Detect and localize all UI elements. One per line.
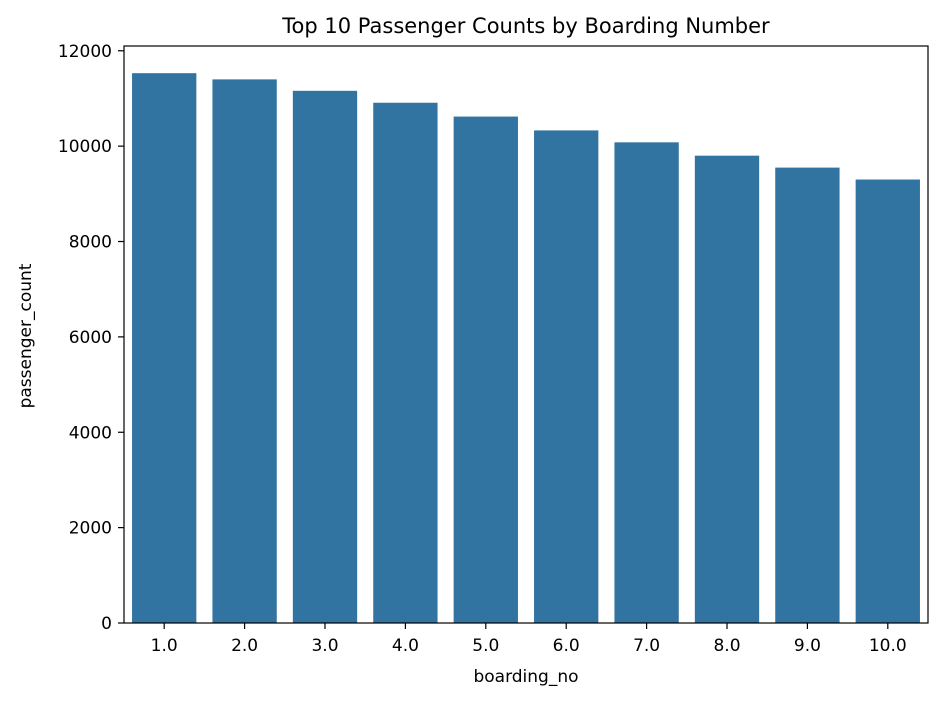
bar-1 <box>132 73 197 624</box>
bar-6 <box>534 130 599 624</box>
x-tick-label: 9.0 <box>794 636 821 656</box>
bar-9 <box>775 167 840 623</box>
bar-8 <box>694 155 760 624</box>
y-axis-label: passenger_count <box>16 263 36 408</box>
plot-frame <box>123 45 929 624</box>
bar-2 <box>212 79 277 623</box>
x-tick-label: 8.0 <box>713 636 740 656</box>
y-axis-ticks: 0 2000 4000 6000 8000 10000 12000 <box>58 42 124 634</box>
chart-title: Top 10 Passenger Counts by Boarding Numb… <box>281 14 770 38</box>
x-tick-label: 6.0 <box>553 636 580 656</box>
x-tick-label: 1.0 <box>151 636 178 656</box>
bar-10 <box>855 179 920 623</box>
bar-7 <box>614 142 679 623</box>
y-tick-label: 2000 <box>69 519 112 539</box>
x-tick-label: 4.0 <box>392 636 419 656</box>
y-tick-label: 12000 <box>58 42 112 62</box>
x-axis-ticks: 1.0 2.0 3.0 4.0 5.0 6.0 7.0 8.0 9.0 10.0 <box>151 623 907 656</box>
y-tick-label: 6000 <box>69 328 112 348</box>
y-tick-label: 8000 <box>69 233 112 253</box>
x-tick-label: 7.0 <box>633 636 660 656</box>
x-axis-label: boarding_no <box>473 667 578 687</box>
y-tick-label: 10000 <box>58 137 112 157</box>
x-tick-label: 3.0 <box>311 636 338 656</box>
x-tick-label: 5.0 <box>472 636 499 656</box>
x-tick-label: 10.0 <box>869 636 907 656</box>
bar-3 <box>292 90 358 624</box>
y-tick-label: 4000 <box>69 423 112 443</box>
bar-5 <box>453 116 518 624</box>
x-tick-label: 2.0 <box>231 636 258 656</box>
bars-group <box>132 73 920 624</box>
bar-4 <box>373 102 438 624</box>
y-tick-label: 0 <box>101 614 112 634</box>
